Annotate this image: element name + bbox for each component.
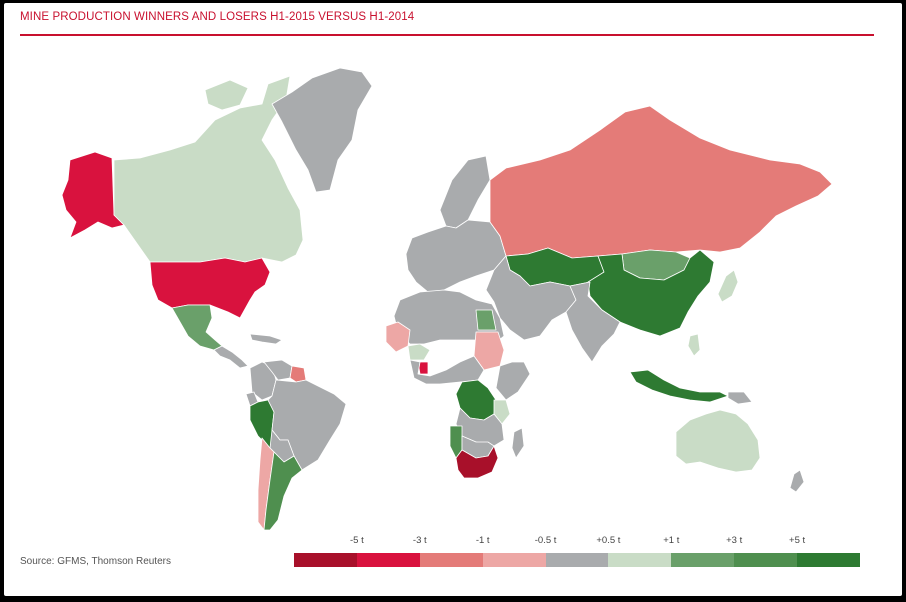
region-usa [149,257,271,319]
legend-tick: -1 t [475,535,490,546]
region-madagascar [511,427,525,459]
region-central-america [213,345,249,369]
region-greenland [271,67,373,193]
region-east-africa [495,361,531,401]
region-burkina-faso [407,343,431,361]
legend-tick: +3 t [726,535,743,546]
region-brazil [267,379,347,471]
region-ghana [417,361,429,375]
region-japan [717,269,739,303]
source-note: Source: GFMS, Thomson Reuters [20,556,171,567]
legend-swatch [734,553,798,567]
region-china [587,249,715,337]
title-underline [20,34,874,36]
region-tanzania [493,399,511,425]
map-title: MINE PRODUCTION WINNERS AND LOSERS H1-20… [20,11,415,23]
legend-tick: -0.5 t [534,535,557,546]
region-canada-islands [204,79,249,111]
region-mexico [171,304,223,351]
region-argentina [263,451,303,531]
legend-tick: +0.5 t [596,535,621,546]
region-egypt [475,309,497,331]
region-new-zealand [789,469,805,493]
legend-tick: -3 t [412,535,427,546]
region-philippines [687,333,701,357]
legend-swatch [545,553,609,567]
region-papua-new-guinea [727,391,753,405]
legend-swatch [608,553,672,567]
region-west-central-africa [409,355,485,385]
legend-swatch [419,553,483,567]
legend-swatch [671,553,735,567]
legend-color-bar [294,553,861,567]
region-australia [675,409,761,473]
legend-swatch [482,553,546,567]
legend-swatch [797,553,861,567]
region-russia [489,105,833,259]
legend-tick: -5 t [350,535,364,546]
legend-swatch [356,553,420,567]
region-guyana [289,365,307,383]
region-alaska [61,151,125,239]
region-indonesia [629,369,729,403]
legend-swatch [294,553,357,567]
region-india [565,281,621,363]
legend-tick: +1 t [663,535,680,546]
color-legend: -5 t -3 t -1 t -0.5 t +0.5 t +1 t +3 t +… [294,535,861,571]
region-south-africa [455,445,499,479]
region-scandinavia [439,155,491,229]
region-caribbean [249,333,283,345]
legend-tick: +5 t [789,535,806,546]
